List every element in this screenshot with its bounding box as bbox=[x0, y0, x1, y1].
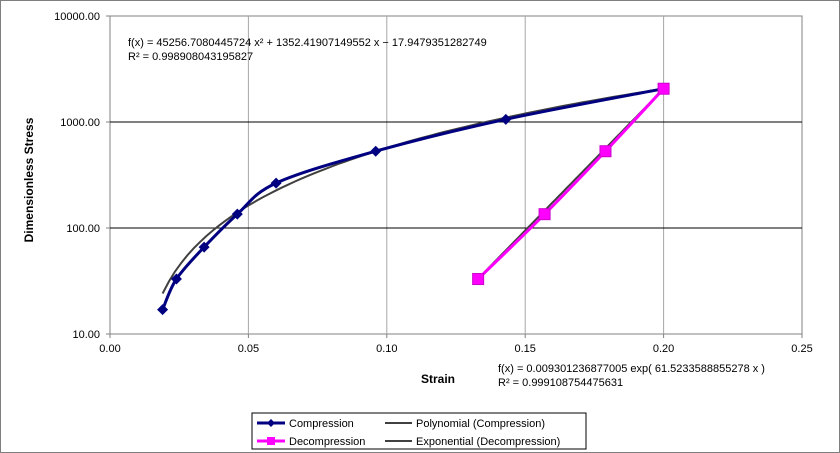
x-tick-label: 0.15 bbox=[514, 343, 535, 355]
legend-item-decompression: Decompression bbox=[257, 436, 365, 448]
compression-point bbox=[157, 304, 169, 316]
polynomial-r2: R² = 0.998908043195827 bbox=[128, 51, 253, 63]
legend-box bbox=[251, 412, 587, 450]
compression-point bbox=[198, 241, 210, 253]
x-tick-label: 0.25 bbox=[791, 343, 812, 355]
y-tick-label: 10000.00 bbox=[54, 11, 100, 23]
decompression-point bbox=[657, 82, 670, 95]
data-series bbox=[157, 82, 670, 316]
y-tick-label: 1000.00 bbox=[60, 117, 100, 129]
x-axis-title: Strain bbox=[421, 372, 455, 386]
compression-point bbox=[170, 273, 182, 285]
x-tick-label: 0.05 bbox=[238, 343, 259, 355]
legend-label-decompression: Decompression bbox=[289, 436, 365, 448]
compression-point bbox=[370, 145, 382, 157]
legend-label-exponential: Exponential (Decompression) bbox=[416, 436, 560, 448]
decompression-point bbox=[599, 145, 612, 158]
x-tick-label: 0.00 bbox=[99, 343, 120, 355]
y-tick-label: 100.00 bbox=[66, 223, 100, 235]
exponential-equation: f(x) = 0.009301236877005 exp( 61.5233588… bbox=[498, 363, 765, 375]
tick-labels: 0.00 0.05 0.10 0.15 0.20 0.25 10.00 100.00 1000.… bbox=[54, 11, 813, 355]
plot-area bbox=[109, 15, 803, 335]
decompression-point bbox=[538, 208, 551, 221]
legend-label-polynomial: Polynomial (Compression) bbox=[416, 418, 545, 430]
y-tick-label: 10.00 bbox=[72, 329, 100, 341]
decompression-line bbox=[477, 87, 665, 281]
legend-item-exponential: Exponential (Decompression) bbox=[385, 436, 560, 448]
polynomial-equation: f(x) = 45256.7080445724 x² + 1352.419071… bbox=[128, 37, 487, 49]
legend-item-polynomial: Polynomial (Compression) bbox=[385, 418, 545, 430]
exponential-r2: R² = 0.999108754475631 bbox=[498, 377, 623, 389]
decompression-point bbox=[472, 273, 485, 286]
legend-item-compression: Compression bbox=[257, 418, 354, 430]
x-tick-label: 0.20 bbox=[653, 343, 674, 355]
y-axis-title: Dimensionless Stress bbox=[22, 117, 36, 242]
legend-label-compression: Compression bbox=[289, 418, 354, 430]
compression-point bbox=[231, 208, 243, 220]
x-tick-label: 0.10 bbox=[376, 343, 397, 355]
legend: Compression Polynomial (Compression) Dec… bbox=[251, 412, 587, 450]
compression-point bbox=[270, 177, 282, 189]
compression-point bbox=[500, 113, 512, 125]
grid-lines bbox=[106, 15, 803, 338]
